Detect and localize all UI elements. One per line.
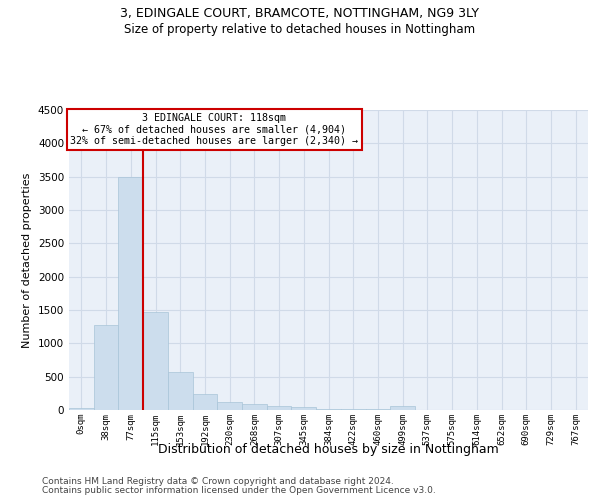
Bar [292, 408, 316, 410]
Text: Contains public sector information licensed under the Open Government Licence v3: Contains public sector information licen… [42, 486, 436, 495]
Text: Size of property relative to detached houses in Nottingham: Size of property relative to detached ho… [124, 22, 476, 36]
Bar [267, 406, 292, 410]
Bar [217, 402, 242, 410]
Bar [341, 409, 365, 410]
Bar [118, 176, 143, 410]
Bar [193, 394, 217, 410]
Y-axis label: Number of detached properties: Number of detached properties [22, 172, 32, 348]
Bar [143, 312, 168, 410]
Bar [69, 408, 94, 410]
Bar [242, 404, 267, 410]
Bar [390, 406, 415, 410]
Bar [94, 325, 118, 410]
Bar [168, 372, 193, 410]
Bar [316, 408, 341, 410]
Text: 3 EDINGALE COURT: 118sqm
← 67% of detached houses are smaller (4,904)
32% of sem: 3 EDINGALE COURT: 118sqm ← 67% of detach… [70, 113, 358, 146]
Text: Distribution of detached houses by size in Nottingham: Distribution of detached houses by size … [158, 442, 499, 456]
Text: Contains HM Land Registry data © Crown copyright and database right 2024.: Contains HM Land Registry data © Crown c… [42, 478, 394, 486]
Text: 3, EDINGALE COURT, BRAMCOTE, NOTTINGHAM, NG9 3LY: 3, EDINGALE COURT, BRAMCOTE, NOTTINGHAM,… [121, 8, 479, 20]
